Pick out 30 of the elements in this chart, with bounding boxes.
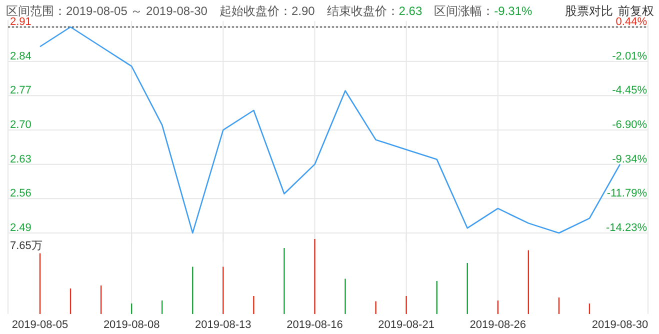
y-tick-label: 2.56 [10, 188, 32, 200]
text: 股票对比 [565, 4, 613, 18]
y2-tick-label: -11.79% [606, 188, 648, 200]
y-tick-label: 2.77 [10, 84, 32, 97]
text: 区间涨幅： [434, 4, 494, 18]
y2-tick-label: -14.23% [606, 222, 648, 234]
text: 起始收盘价：2.90 [219, 4, 316, 18]
x-tick-label: 2019-08-05 [12, 319, 68, 331]
y-tick-label: 2.70 [10, 119, 32, 131]
x-tick-label: 2019-08-08 [103, 319, 160, 331]
chart-title: 区间范围：2019-08-05 ～ 2019-08-30 [6, 4, 208, 18]
x-tick-label: 2019-08-30 [592, 319, 648, 331]
y-tick-label: 2.49 [10, 222, 32, 234]
text: -9.31% [494, 4, 533, 18]
x-tick-label: 2019-08-13 [195, 319, 252, 331]
y2-tick-label: -4.45% [612, 84, 648, 97]
annotation: 7.65万 [10, 240, 42, 252]
x-tick-label: 2019-08-16 [286, 319, 343, 331]
y2-tick-label: -9.34% [612, 153, 648, 166]
y2-tick-label: 0.44% [616, 16, 648, 28]
y-tick-label: 2.91 [10, 16, 32, 28]
y-tick-label: 2.84 [10, 50, 32, 62]
text: 2.63 [398, 4, 422, 18]
x-tick-label: 2019-08-21 [378, 319, 434, 331]
y2-tick-label: -6.90% [612, 119, 648, 132]
text: 前复权 [618, 4, 654, 18]
y2-tick-label: -2.01% [612, 50, 648, 62]
x-tick-label: 2019-08-26 [470, 319, 526, 331]
y-tick-label: 2.63 [10, 153, 32, 166]
text: 结束收盘价： [326, 4, 399, 18]
